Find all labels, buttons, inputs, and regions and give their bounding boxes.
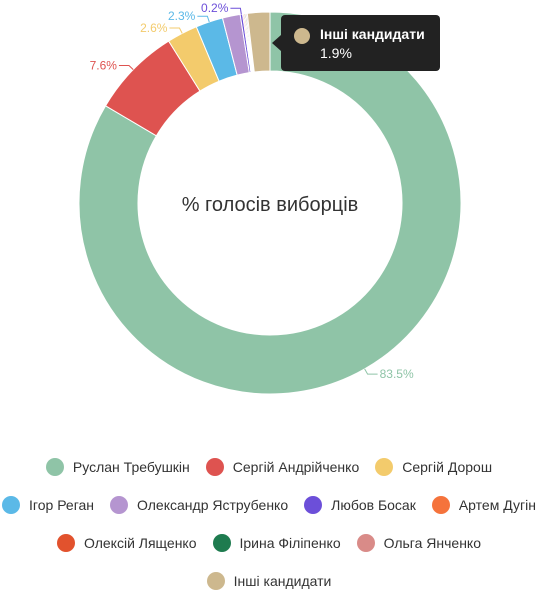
- legend-label: Руслан Требушкін: [72, 459, 190, 475]
- legend-item-bosak[interactable]: Любов Босак: [304, 496, 416, 514]
- donut-slice-10[interactable]: [246, 11, 271, 73]
- slice-label-3: 2.3%: [168, 9, 196, 23]
- legend-item-duhin[interactable]: Артем Дугін: [431, 496, 536, 514]
- label-connector-3: [197, 15, 210, 23]
- legend-row: Олексій Лященко Ірина Філіпенко Ольга Янче…: [0, 524, 538, 562]
- legend-color-dot: [356, 534, 375, 552]
- chart-legend: Руслан Требушкін Сергій Андрійченко Сергій…: [0, 448, 538, 600]
- legend-label: Інші кандидати: [233, 573, 332, 589]
- legend-color-dot: [2, 496, 21, 514]
- legend-item-trebushkin[interactable]: Руслан Требушкін: [45, 458, 190, 476]
- tooltip-series-name: Інші кандидати: [320, 26, 425, 42]
- legend-color-dot: [45, 458, 64, 476]
- legend-item-dorosh[interactable]: Сергій Дорош: [375, 458, 492, 476]
- legend-row: Руслан Требушкін Сергій Андрійченко Сергій…: [0, 448, 538, 486]
- chart-tooltip: Інші кандидати 1.9%: [272, 15, 440, 71]
- label-connector-1: [118, 64, 134, 71]
- legend-item-inshi[interactable]: Інші кандидати: [206, 572, 332, 590]
- slice-label-2: 2.6%: [140, 21, 168, 35]
- legend-color-dot: [205, 458, 224, 476]
- donut-slices: [78, 11, 462, 395]
- legend-label: Олексій Лященко: [83, 535, 197, 551]
- legend-label: Ірина Філіпенко: [239, 535, 341, 551]
- label-connector-5: [230, 7, 242, 15]
- legend-label: Ольга Янченко: [383, 535, 482, 551]
- slice-label-1: 7.6%: [90, 58, 118, 72]
- legend-item-rehan[interactable]: Ігор Реган: [2, 496, 94, 514]
- legend-item-yanchenko[interactable]: Ольга Янченко: [356, 534, 482, 552]
- label-connectors: [118, 7, 378, 375]
- slice-labels: 83.5% 7.6% 2.6%2.3% 0.2%: [90, 1, 414, 381]
- legend-color-dot: [110, 496, 129, 514]
- legend-row: Інші кандидати: [0, 562, 538, 600]
- label-connector-2: [169, 27, 183, 34]
- legend-color-dot: [375, 458, 394, 476]
- label-connector-0: [364, 368, 378, 375]
- legend-color-dot: [206, 572, 225, 590]
- legend-label: Ігор Реган: [29, 497, 95, 513]
- legend-label: Любов Босак: [331, 497, 416, 513]
- legend-color-dot: [56, 534, 75, 552]
- slice-label-5: 0.2%: [201, 1, 229, 15]
- legend-color-dot: [212, 534, 231, 552]
- legend-item-andriichenko[interactable]: Сергій Андрійченко: [205, 458, 360, 476]
- tooltip-value: 1.9%: [320, 45, 352, 61]
- legend-color-dot: [431, 496, 450, 514]
- donut-chart: 83.5% 7.6% 2.6%2.3% 0.2% % голосів виборців: [78, 1, 462, 395]
- legend-label: Артем Дугін: [458, 497, 536, 513]
- donut-slice-0[interactable]: [78, 11, 462, 395]
- legend-item-yastrubenko[interactable]: Олександр Яструбенко: [110, 496, 288, 514]
- legend-color-dot: [304, 496, 323, 514]
- tooltip-color-dot: [294, 28, 310, 44]
- legend-label: Олександр Яструбенко: [137, 497, 289, 513]
- chart-title: % голосів виборців: [182, 194, 359, 216]
- legend-label: Сергій Дорош: [402, 459, 493, 475]
- slice-label-0: 83.5%: [380, 367, 414, 381]
- legend-row: Ігор Реган Олександр Яструбенко Любов Боса…: [0, 486, 538, 524]
- legend-item-filipenko[interactable]: Ірина Філіпенко: [212, 534, 341, 552]
- legend-label: Сергій Андрійченко: [232, 459, 360, 475]
- legend-item-liashchenko[interactable]: Олексій Лященко: [56, 534, 197, 552]
